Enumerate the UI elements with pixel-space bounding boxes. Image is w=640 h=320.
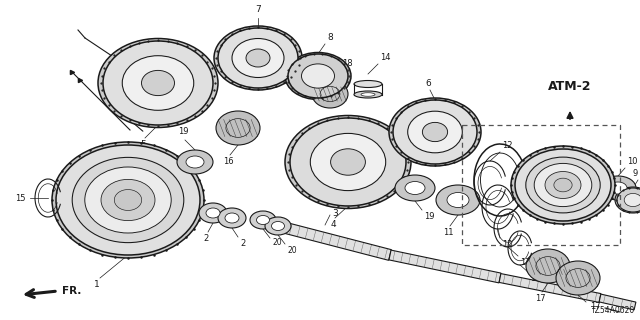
Ellipse shape: [232, 38, 284, 77]
Text: 7: 7: [255, 5, 261, 14]
Text: 8: 8: [327, 33, 333, 42]
Ellipse shape: [617, 188, 640, 212]
Ellipse shape: [511, 146, 615, 224]
Text: 12: 12: [502, 240, 513, 249]
Text: 20: 20: [287, 246, 296, 255]
Text: 16: 16: [223, 157, 234, 166]
Ellipse shape: [257, 215, 269, 225]
Ellipse shape: [600, 176, 636, 200]
Ellipse shape: [265, 217, 291, 235]
Ellipse shape: [285, 116, 411, 209]
Ellipse shape: [115, 189, 141, 211]
Ellipse shape: [290, 118, 406, 206]
Ellipse shape: [199, 203, 227, 223]
Text: 17: 17: [534, 294, 545, 303]
Text: 14: 14: [380, 53, 390, 62]
Ellipse shape: [405, 181, 425, 195]
Ellipse shape: [389, 98, 481, 166]
Bar: [462, 125, 620, 245]
Text: TZ54A0620: TZ54A0620: [591, 306, 635, 315]
Polygon shape: [253, 215, 392, 260]
Polygon shape: [599, 294, 636, 310]
Ellipse shape: [534, 164, 592, 207]
Ellipse shape: [447, 193, 469, 207]
Polygon shape: [389, 250, 501, 283]
Text: ATM-2: ATM-2: [548, 79, 592, 92]
Ellipse shape: [331, 149, 365, 175]
Ellipse shape: [393, 100, 477, 164]
Ellipse shape: [250, 211, 276, 229]
Ellipse shape: [177, 150, 213, 174]
Text: FR.: FR.: [62, 286, 81, 296]
Ellipse shape: [354, 81, 382, 87]
Text: 11: 11: [443, 228, 453, 237]
Ellipse shape: [101, 180, 155, 220]
Ellipse shape: [395, 175, 435, 201]
Text: 15: 15: [15, 194, 26, 203]
Ellipse shape: [218, 208, 246, 228]
Ellipse shape: [225, 213, 239, 223]
Ellipse shape: [301, 64, 335, 88]
Ellipse shape: [361, 93, 375, 96]
Ellipse shape: [122, 56, 194, 110]
Text: 20: 20: [272, 238, 282, 247]
Ellipse shape: [214, 26, 302, 90]
Text: 9: 9: [632, 169, 637, 178]
Ellipse shape: [545, 172, 581, 198]
Ellipse shape: [285, 52, 351, 100]
Ellipse shape: [186, 156, 204, 168]
Ellipse shape: [422, 123, 447, 141]
Text: 18: 18: [342, 59, 353, 68]
Ellipse shape: [56, 145, 200, 255]
Text: 2: 2: [204, 234, 209, 243]
Text: 17: 17: [590, 302, 600, 311]
Polygon shape: [499, 274, 601, 302]
Ellipse shape: [85, 167, 172, 233]
Ellipse shape: [141, 70, 175, 96]
Ellipse shape: [271, 221, 285, 230]
Ellipse shape: [216, 111, 260, 145]
Ellipse shape: [206, 208, 220, 218]
Ellipse shape: [615, 187, 640, 213]
Ellipse shape: [98, 38, 218, 127]
Ellipse shape: [408, 111, 462, 153]
Text: 19: 19: [178, 127, 188, 136]
Text: 13: 13: [520, 258, 531, 267]
Ellipse shape: [310, 133, 386, 191]
Ellipse shape: [609, 182, 627, 194]
Ellipse shape: [72, 157, 184, 243]
Text: 10: 10: [627, 157, 637, 166]
Text: 2: 2: [240, 239, 245, 248]
Text: 12: 12: [502, 141, 513, 150]
Text: 3: 3: [332, 209, 338, 218]
Ellipse shape: [52, 142, 204, 258]
Ellipse shape: [526, 249, 570, 283]
Ellipse shape: [554, 178, 572, 192]
Text: 19: 19: [424, 212, 435, 221]
Ellipse shape: [436, 185, 480, 215]
Ellipse shape: [288, 54, 348, 98]
Text: 5: 5: [140, 140, 146, 149]
Ellipse shape: [312, 80, 348, 108]
Ellipse shape: [515, 149, 611, 221]
Ellipse shape: [246, 49, 270, 67]
Text: 6: 6: [425, 79, 431, 88]
Ellipse shape: [103, 41, 213, 125]
Text: 15: 15: [530, 274, 541, 283]
Ellipse shape: [624, 193, 640, 207]
Ellipse shape: [556, 261, 600, 295]
Ellipse shape: [354, 91, 382, 98]
Ellipse shape: [526, 157, 600, 213]
Text: 1: 1: [94, 280, 100, 289]
Ellipse shape: [218, 28, 298, 88]
Text: 4: 4: [330, 220, 336, 229]
